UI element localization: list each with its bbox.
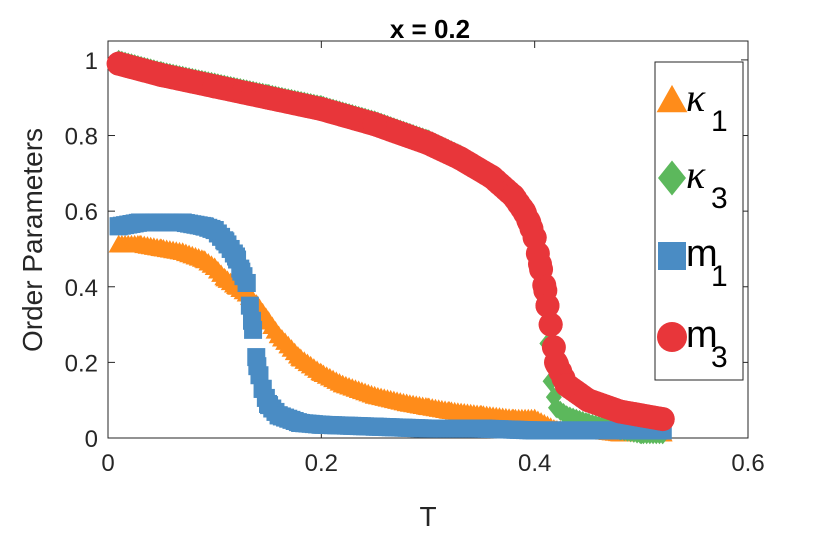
legend-subscript: 1 xyxy=(711,260,728,293)
x-tick-label: 0 xyxy=(101,450,114,477)
data-point xyxy=(608,399,632,424)
data-point xyxy=(480,165,504,190)
data-point xyxy=(362,112,387,137)
data-point xyxy=(256,85,280,110)
x-tick-label: 0.6 xyxy=(731,450,764,477)
data-point xyxy=(650,407,675,432)
data-point xyxy=(579,421,597,440)
series-square xyxy=(109,213,672,440)
legend-label: κ xyxy=(686,152,706,197)
data-point xyxy=(106,51,131,76)
y-tick-label: 1 xyxy=(85,48,98,75)
data-point xyxy=(152,213,171,232)
data-point xyxy=(396,393,417,412)
data-point xyxy=(216,232,235,251)
data-point xyxy=(258,310,278,328)
data-point xyxy=(471,404,492,423)
data-point xyxy=(109,217,128,236)
data-point xyxy=(131,213,149,232)
data-point xyxy=(269,406,288,425)
data-point xyxy=(248,357,267,376)
data-point xyxy=(535,293,560,318)
y-tick-label: 0.6 xyxy=(65,199,98,226)
data-point xyxy=(558,405,575,426)
data-point xyxy=(448,146,472,171)
y-tick-label: 0 xyxy=(85,426,98,453)
data-point xyxy=(291,413,309,432)
data-point xyxy=(554,373,579,398)
legend-subscript: 3 xyxy=(711,341,728,374)
data-point xyxy=(215,268,236,287)
data-point xyxy=(522,225,547,250)
legend-subscript: 1 xyxy=(711,105,728,138)
y-axis-label: Order Parameters xyxy=(17,128,48,352)
x-tick-label: 0.4 xyxy=(518,450,551,477)
legend-label: κ xyxy=(686,75,706,120)
data-point xyxy=(538,312,563,337)
data-point xyxy=(227,247,245,266)
data-point xyxy=(253,379,272,398)
plot-area xyxy=(107,40,749,439)
x-axis-label: T xyxy=(419,501,436,532)
x-axis-ticks: 0 0.2 0.4 0.6 xyxy=(101,41,765,477)
series-circle xyxy=(106,51,675,432)
data-point xyxy=(237,273,256,292)
data-point xyxy=(629,403,654,428)
x-tick-label: 0.2 xyxy=(305,450,338,477)
data-point xyxy=(204,257,225,276)
data-point xyxy=(130,234,150,253)
data-point xyxy=(548,397,564,418)
series-layer xyxy=(106,49,675,445)
legend-marker xyxy=(657,322,687,352)
data-point xyxy=(576,388,600,413)
point-square xyxy=(240,296,259,315)
legend-subscript: 3 xyxy=(711,182,728,215)
data-point xyxy=(173,213,192,232)
chart-title: x = 0.2 xyxy=(390,14,470,44)
data-point xyxy=(364,386,385,404)
data-point xyxy=(439,401,460,419)
data-point xyxy=(172,242,193,260)
data-point xyxy=(194,249,214,268)
data-point xyxy=(268,325,289,344)
legend-marker xyxy=(658,160,686,196)
data-point xyxy=(365,417,384,436)
data-point xyxy=(472,419,491,438)
y-tick-label: 0.2 xyxy=(65,350,98,377)
data-point xyxy=(312,415,331,434)
legend-label: m xyxy=(686,233,718,275)
data-point xyxy=(311,363,332,381)
data-point xyxy=(202,74,227,99)
legend-label: m xyxy=(686,314,718,356)
data-point xyxy=(419,419,437,438)
data-point xyxy=(108,234,129,253)
data-point xyxy=(544,350,568,375)
data-point xyxy=(528,252,552,277)
y-axis-ticks: 0 0.2 0.4 0.6 0.8 1 xyxy=(65,48,748,453)
y-tick-label: 0.4 xyxy=(65,275,98,302)
data-point xyxy=(151,238,172,257)
data-point xyxy=(243,311,261,330)
data-point xyxy=(309,97,334,122)
legend-marker xyxy=(656,84,688,113)
data-point xyxy=(332,374,353,393)
data-point xyxy=(418,397,438,415)
data-point xyxy=(416,131,440,156)
data-point xyxy=(290,348,310,366)
legend-marker xyxy=(658,242,686,270)
data-point xyxy=(525,421,544,440)
y-tick-label: 0.8 xyxy=(65,124,98,151)
data-point xyxy=(149,63,174,88)
